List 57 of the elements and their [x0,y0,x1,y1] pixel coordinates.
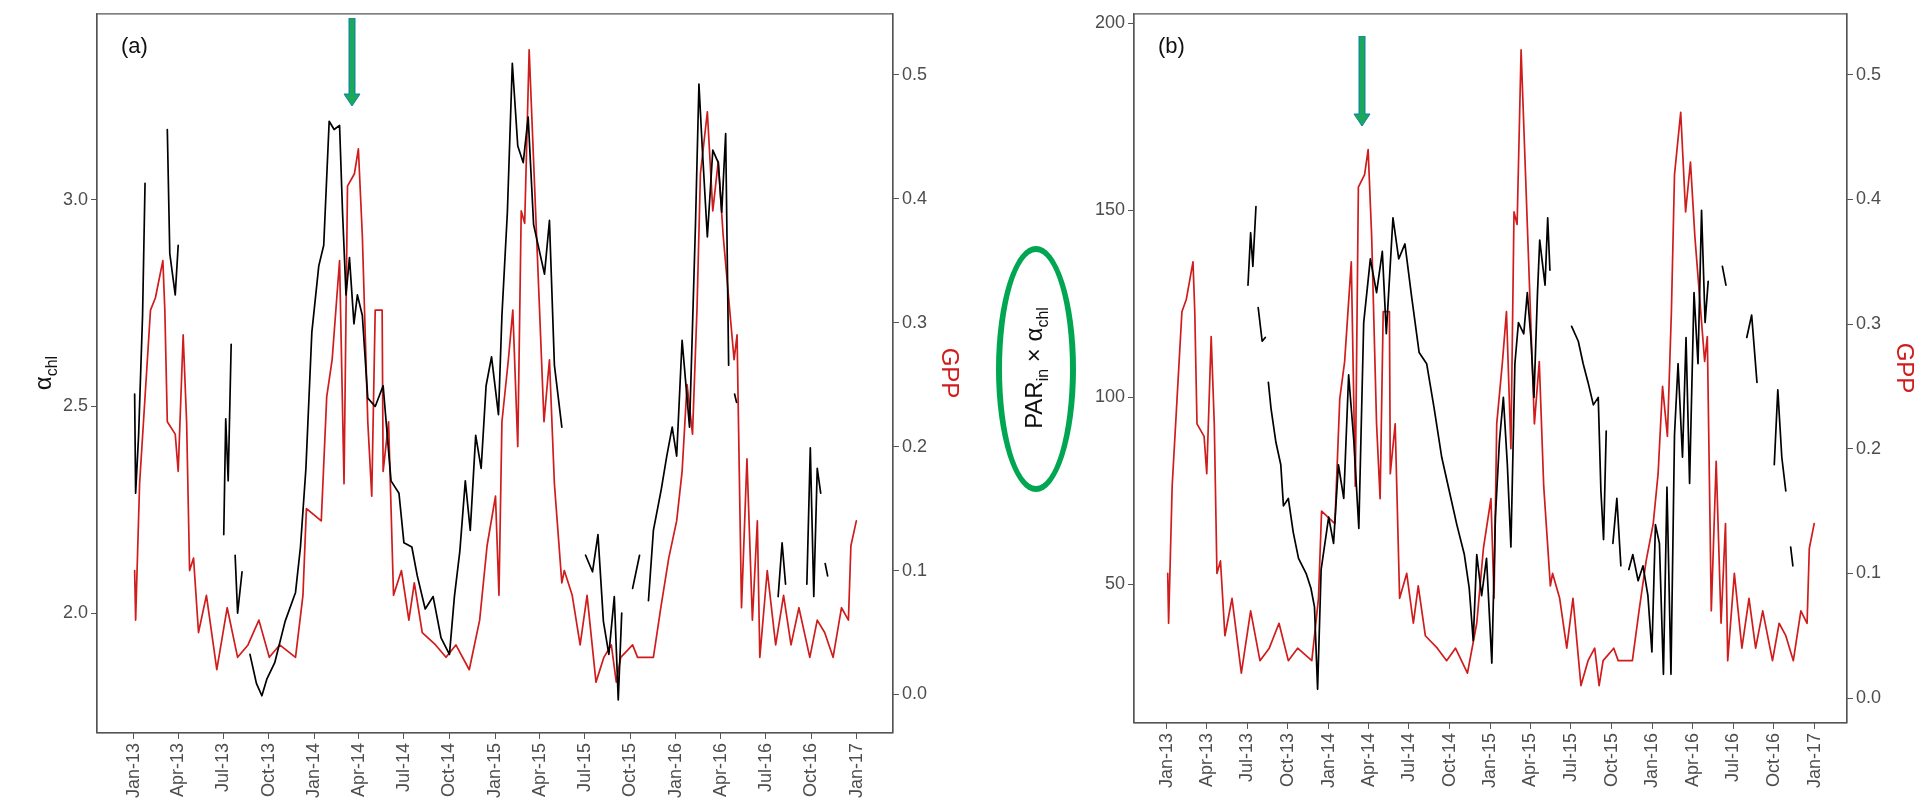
x-tick-label: Jan-17 [845,742,866,799]
y2-axis-title: GPP [936,348,964,399]
x-tick-label: Jul-16 [1722,732,1742,782]
y-tick-label: 150 [1094,199,1126,220]
y2-tick-label: 0.3 [901,311,928,332]
x-tick-label: Oct-16 [800,742,821,797]
y2-tick-label: 0.5 [901,63,928,84]
y2-axis-title: GPP [1891,343,1919,394]
y2-tick-label: 0.0 [1855,687,1882,708]
x-tick-label: Oct-15 [1600,732,1621,787]
x-tick-label: Apr-13 [1195,732,1216,787]
x-tick-label: Jan-14 [1317,732,1338,789]
y2-tick-label: 0.4 [1855,188,1882,209]
y-tick-label: 2.0 [62,602,89,623]
x-tick-label: Oct-16 [1762,732,1783,787]
x-tick-label: Jul-15 [1559,732,1580,782]
x-tick-label: Jul-13 [1236,732,1257,782]
x-tick-label: Jul-14 [392,742,413,792]
x-tick-label: Apr-14 [347,742,368,797]
x-tick-label: Apr-14 [1357,732,1378,787]
y-tick-label: 200 [1094,12,1126,33]
x-tick-label: Jan-15 [483,742,504,799]
y-tick-label: 3.0 [62,188,89,209]
annotation: (a) [121,32,148,58]
x-tick-label: Oct-15 [619,742,640,797]
x-tick-label: Apr-16 [1681,732,1702,787]
x-tick-label: Oct-13 [1276,732,1297,787]
y2-tick-label: 0.1 [901,559,928,580]
x-tick-label: Jan-17 [1803,732,1824,789]
x-tick-label: Apr-16 [709,742,730,797]
y-tick-label: 2.5 [62,395,89,416]
x-tick-label: Jan-13 [122,742,143,799]
x-tick-label: Jan-14 [303,742,324,799]
x-tick-label: Oct-13 [257,742,278,797]
x-tick-label: Jan-16 [1641,732,1662,789]
x-tick-label: Jul-16 [754,742,775,792]
y2-tick-label: 0.2 [901,435,928,456]
y2-tick-label: 0.0 [901,683,928,704]
x-tick-label: Apr-15 [528,742,549,797]
x-tick-label: Jan-15 [1479,732,1500,789]
annotation: (b) [1158,32,1185,58]
x-tick-label: Apr-13 [167,742,188,797]
x-tick-label: Jan-13 [1155,732,1176,789]
y-tick-label: 100 [1094,386,1126,407]
y2-tick-label: 0.3 [1855,313,1882,334]
x-tick-label: Oct-14 [1438,732,1459,787]
x-tick-label: Jul-14 [1397,732,1418,782]
x-tick-label: Oct-14 [438,742,459,797]
y2-tick-label: 0.2 [1855,437,1882,458]
y-tick-label: 50 [1105,573,1126,594]
y2-tick-label: 0.5 [1855,63,1882,84]
x-tick-label: Jul-15 [573,742,594,792]
y2-tick-label: 0.4 [901,187,928,208]
y2-tick-label: 0.1 [1855,562,1882,583]
x-tick-label: Jan-16 [664,742,685,799]
x-tick-label: Apr-15 [1519,732,1540,787]
x-tick-label: Jul-13 [212,742,233,792]
